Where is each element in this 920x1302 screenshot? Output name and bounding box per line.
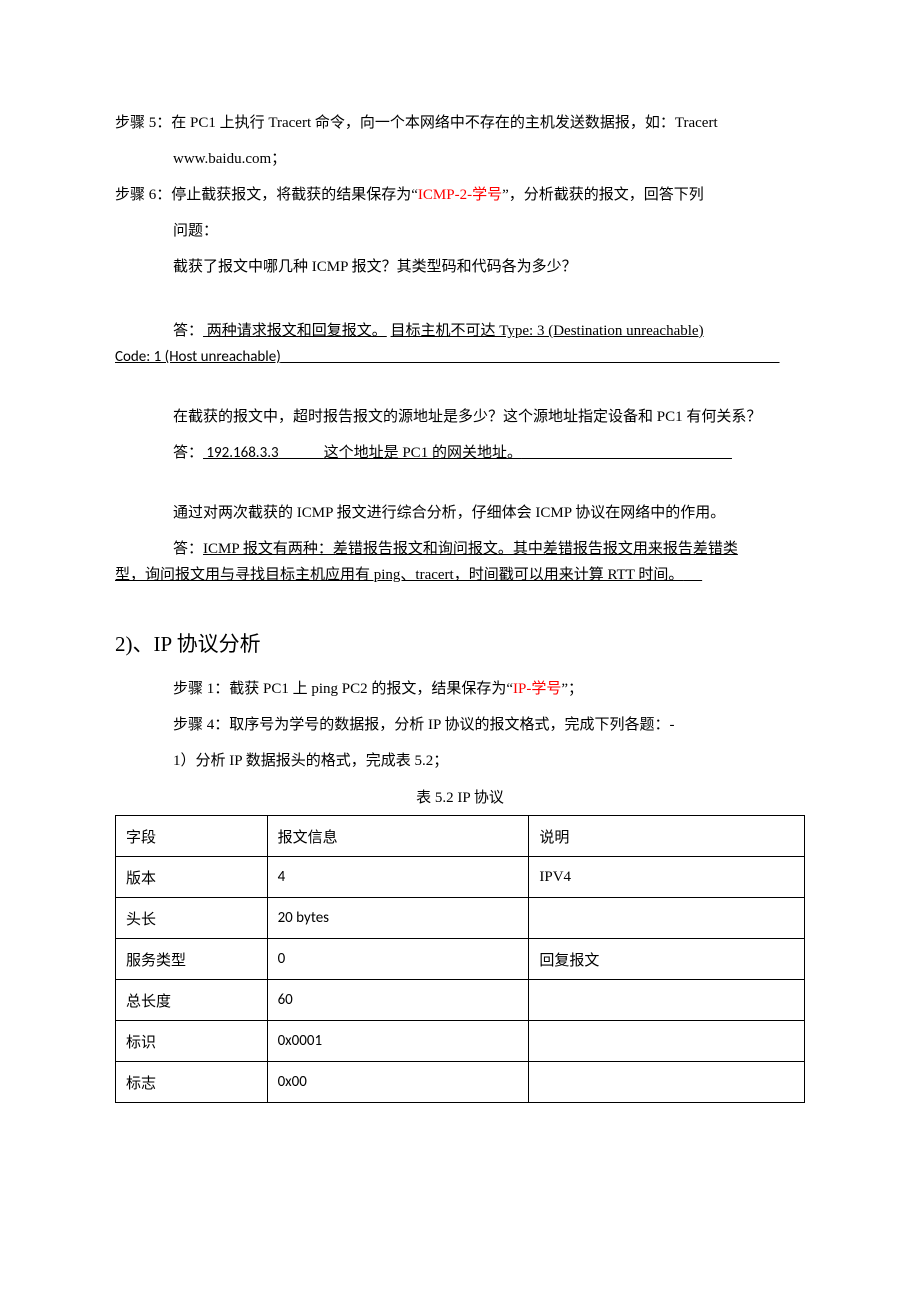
cell-desc xyxy=(529,1062,805,1103)
cell-field: 头长 xyxy=(116,898,268,939)
answer-1-u1: 两种请求报文和回复报文。 xyxy=(203,323,387,339)
spacer xyxy=(115,472,805,500)
cell-value: 4 xyxy=(267,857,529,898)
th-desc: 说明 xyxy=(529,816,805,857)
answer-1-line2: Code: 1 (Host unreachable) xyxy=(115,344,805,370)
answer-2-mid xyxy=(279,445,324,461)
cell-value: 60 xyxy=(267,980,529,1021)
answer-1-tail xyxy=(281,349,780,365)
ip-step-4: 步骤 4：取序号为学号的数据报，分析 IP 协议的报文格式，完成下列各题：- xyxy=(115,712,805,738)
cell-value: 0x00 xyxy=(267,1062,529,1103)
answer-3-line1: 答：ICMP 报文有两种：差错报告报文和询问报文。其中差错报告报文用来报告差错类 xyxy=(115,536,805,562)
answer-2-prefix: 答： xyxy=(115,445,203,461)
cell-field: 标识 xyxy=(116,1021,268,1062)
cell-desc: 回复报文 xyxy=(529,939,805,980)
table-row: 标志 0x00 xyxy=(116,1062,805,1103)
spacer xyxy=(115,376,805,404)
cell-field: 服务类型 xyxy=(116,939,268,980)
ip-step-1-red: IP-学号 xyxy=(513,681,561,697)
step-6-line2: 问题： xyxy=(115,218,805,244)
answer-3-u1: ICMP 报文有两种：差错报告报文和询问报文。其中差错报告报文用来报告差错类 xyxy=(203,541,738,557)
answer-1-line1: 答： 两种请求报文和回复报文。 目标主机不可达 Type: 3 (Destina… xyxy=(115,318,805,344)
table-header-row: 字段 报文信息 说明 xyxy=(116,816,805,857)
answer-2: 答： 192.168.3.3 这个地址是 PC1 的网关地址。 xyxy=(115,440,805,466)
table-caption: 表 5.2 IP 协议 xyxy=(115,786,805,807)
th-field: 字段 xyxy=(116,816,268,857)
table-row: 总长度 60 xyxy=(116,980,805,1021)
ip-step-1: 步骤 1：截获 PC1 上 ping PC2 的报文，结果保存为“IP-学号”； xyxy=(115,676,805,702)
question-1: 截获了报文中哪几种 ICMP 报文？其类型码和代码各为多少？ xyxy=(115,254,805,280)
step-5-line1: 步骤 5：在 PC1 上执行 Tracert 命令，向一个本网络中不存在的主机发… xyxy=(115,110,805,136)
section-2-heading: 2)、IP 协议分析 xyxy=(115,628,805,658)
answer-1-prefix: 答： xyxy=(115,323,203,339)
step-5-line2: www.baidu.com； xyxy=(115,146,805,172)
cell-field: 总长度 xyxy=(116,980,268,1021)
answer-1-u3: Code: 1 (Host unreachable) xyxy=(115,348,281,366)
step-6-line1: 步骤 6：停止截获报文，将截获的结果保存为“ICMP-2-学号”，分析截获的报文… xyxy=(115,182,805,208)
answer-3-prefix: 答： xyxy=(115,541,203,557)
answer-3-tail xyxy=(683,567,702,583)
cell-desc: IPV4 xyxy=(529,857,805,898)
table-row: 服务类型 0 回复报文 xyxy=(116,939,805,980)
table-row: 头长 20 bytes xyxy=(116,898,805,939)
ip-step-1-b: ”； xyxy=(561,681,583,697)
question-2: 在截获的报文中，超时报告报文的源地址是多少？这个源地址指定设备和 PC1 有何关… xyxy=(115,404,805,430)
answer-1: 答： 两种请求报文和回复报文。 目标主机不可达 Type: 3 (Destina… xyxy=(115,318,805,370)
cell-value: 0x0001 xyxy=(267,1021,529,1062)
step-6-save-name: ICMP-2-学号 xyxy=(418,187,502,203)
answer-1-u2: 目标主机不可达 Type: 3 (Destination unreachable… xyxy=(391,323,704,339)
th-value: 报文信息 xyxy=(267,816,529,857)
table-row: 标识 0x0001 xyxy=(116,1021,805,1062)
answer-2-tail xyxy=(522,445,732,461)
cell-desc xyxy=(529,1021,805,1062)
answer-2-ip: 192.168.3.3 xyxy=(203,444,279,462)
ip-step-1-a: 步骤 1：截获 PC1 上 ping PC2 的报文，结果保存为“ xyxy=(173,681,513,697)
ip-sub-1: 1）分析 IP 数据报头的格式，完成表 5.2； xyxy=(115,748,805,774)
cell-value: 20 bytes xyxy=(267,898,529,939)
cell-field: 标志 xyxy=(116,1062,268,1103)
answer-3-u2: 型，询问报文用与寻找目标主机应用有 ping、tracert，时间戳可以用来计算… xyxy=(115,567,683,583)
cell-desc xyxy=(529,898,805,939)
step-6-text-a: 步骤 6：停止截获报文，将截获的结果保存为“ xyxy=(115,187,418,203)
cell-value: 0 xyxy=(267,939,529,980)
question-3: 通过对两次截获的 ICMP 报文进行综合分析，仔细体会 ICMP 协议在网络中的… xyxy=(115,500,805,526)
cell-desc xyxy=(529,980,805,1021)
answer-2-u2: 这个地址是 PC1 的网关地址。 xyxy=(324,445,522,461)
spacer xyxy=(115,290,805,318)
ip-protocol-table: 字段 报文信息 说明 版本 4 IPV4 头长 20 bytes 服务类型 0 … xyxy=(115,815,805,1103)
answer-3: 答：ICMP 报文有两种：差错报告报文和询问报文。其中差错报告报文用来报告差错类… xyxy=(115,536,805,588)
document-page: 步骤 5：在 PC1 上执行 Tracert 命令，向一个本网络中不存在的主机发… xyxy=(0,0,920,1302)
step-6-text-b: ”，分析截获的报文，回答下列 xyxy=(502,187,704,203)
answer-3-line2: 型，询问报文用与寻找目标主机应用有 ping、tracert，时间戳可以用来计算… xyxy=(115,562,805,588)
table-row: 版本 4 IPV4 xyxy=(116,857,805,898)
cell-field: 版本 xyxy=(116,857,268,898)
